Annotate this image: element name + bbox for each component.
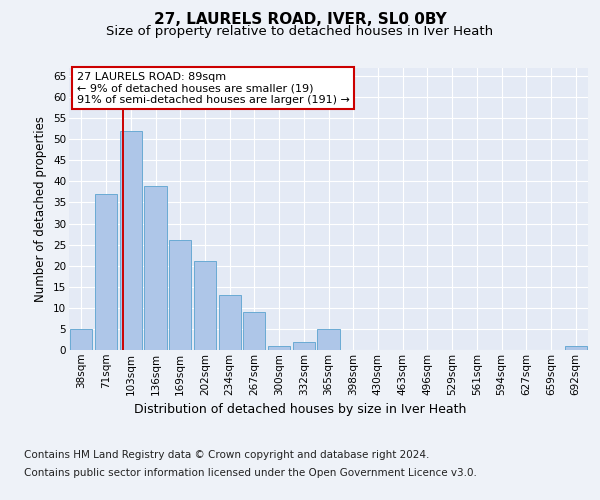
Bar <box>243 312 265 350</box>
Text: 27, LAURELS ROAD, IVER, SL0 0BY: 27, LAURELS ROAD, IVER, SL0 0BY <box>154 12 446 28</box>
Text: Size of property relative to detached houses in Iver Heath: Size of property relative to detached ho… <box>106 25 494 38</box>
Bar <box>194 262 216 350</box>
Bar <box>70 329 92 350</box>
Text: 27 LAURELS ROAD: 89sqm
← 9% of detached houses are smaller (19)
91% of semi-deta: 27 LAURELS ROAD: 89sqm ← 9% of detached … <box>77 72 350 105</box>
Bar <box>317 329 340 350</box>
Bar <box>95 194 117 350</box>
Text: Contains public sector information licensed under the Open Government Licence v3: Contains public sector information licen… <box>24 468 477 477</box>
Bar <box>218 295 241 350</box>
Bar <box>145 186 167 350</box>
Text: Distribution of detached houses by size in Iver Heath: Distribution of detached houses by size … <box>134 402 466 415</box>
Y-axis label: Number of detached properties: Number of detached properties <box>34 116 47 302</box>
Bar <box>293 342 315 350</box>
Bar <box>169 240 191 350</box>
Bar <box>565 346 587 350</box>
Text: Contains HM Land Registry data © Crown copyright and database right 2024.: Contains HM Land Registry data © Crown c… <box>24 450 430 460</box>
Bar <box>119 130 142 350</box>
Bar <box>268 346 290 350</box>
